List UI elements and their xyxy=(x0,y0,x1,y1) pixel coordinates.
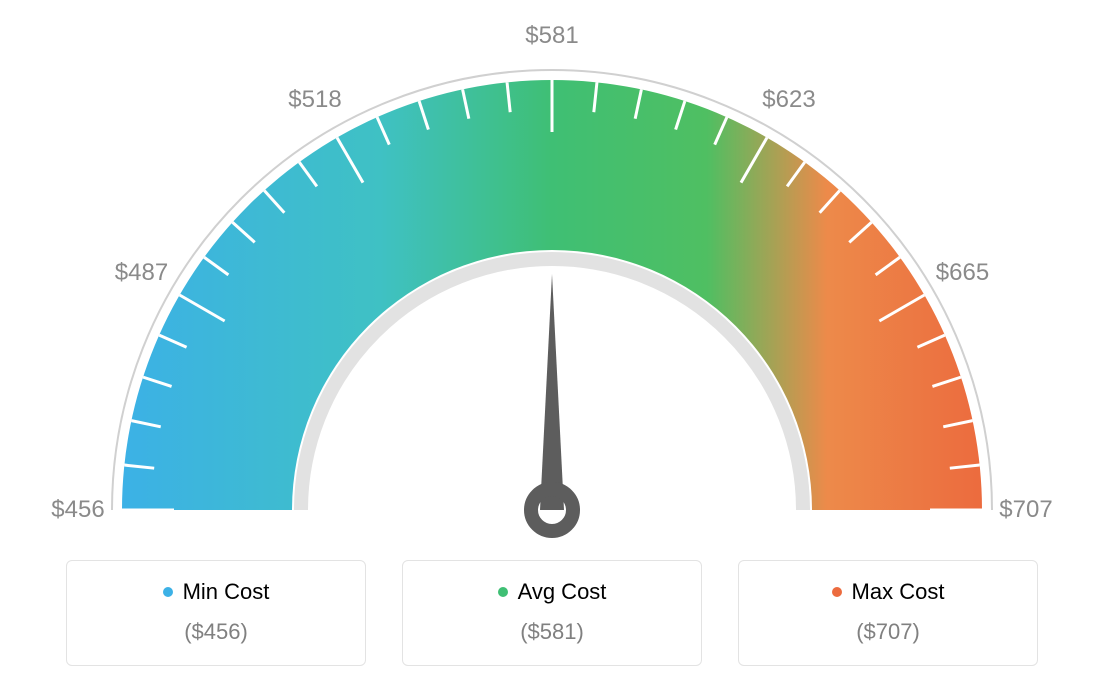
gauge-tick-label: $487 xyxy=(115,259,168,287)
gauge-tick-label: $665 xyxy=(936,259,989,287)
gauge-tick-label: $581 xyxy=(525,22,578,50)
gauge-tick-label: $623 xyxy=(762,86,815,114)
legend-card-min: Min Cost ($456) xyxy=(66,560,366,666)
gauge-tick-label: $518 xyxy=(288,86,341,114)
legend-label: Max Cost xyxy=(852,579,945,605)
legend-label: Avg Cost xyxy=(518,579,607,605)
dot-icon xyxy=(163,587,173,597)
gauge-tick-label: $707 xyxy=(999,496,1052,524)
legend-row: Min Cost ($456) Avg Cost ($581) Max Cost… xyxy=(0,540,1104,666)
gauge-tick-label: $456 xyxy=(51,496,104,524)
legend-card-avg: Avg Cost ($581) xyxy=(402,560,702,666)
legend-title-avg: Avg Cost xyxy=(498,579,607,605)
legend-label: Min Cost xyxy=(183,579,270,605)
cost-gauge: $456 $487 $518 $581 $623 $665 $707 xyxy=(0,0,1104,540)
legend-value-avg: ($581) xyxy=(413,619,691,645)
dot-icon xyxy=(832,587,842,597)
legend-value-max: ($707) xyxy=(749,619,1027,645)
legend-title-min: Min Cost xyxy=(163,579,270,605)
legend-title-max: Max Cost xyxy=(832,579,945,605)
dot-icon xyxy=(498,587,508,597)
legend-card-max: Max Cost ($707) xyxy=(738,560,1038,666)
legend-value-min: ($456) xyxy=(77,619,355,645)
